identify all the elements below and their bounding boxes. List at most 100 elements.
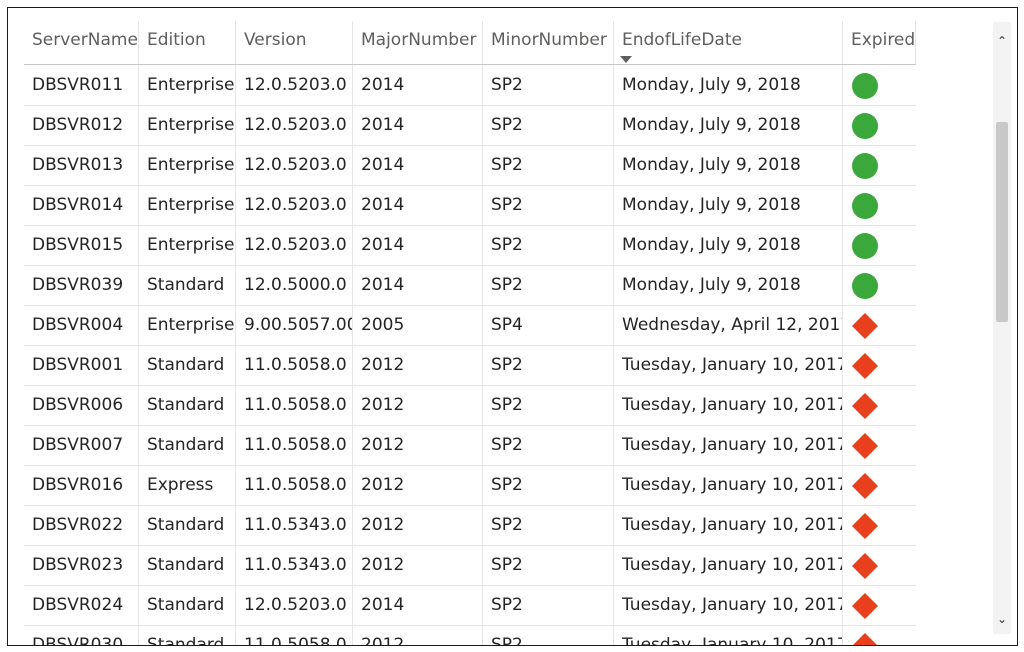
- cell-expired: [843, 265, 916, 305]
- cell-server: DBSVR015: [24, 225, 139, 265]
- cell-expired: [843, 225, 916, 265]
- table-row[interactable]: DBSVR006 Standard 11.0.5058.0 2012 SP2 Tuesda…: [24, 385, 916, 426]
- green-circle-icon: [852, 153, 878, 179]
- cell-version: 11.0.5343.0: [236, 545, 353, 585]
- table-row[interactable]: DBSVR013 Enterprise 12.0.5203.0 2014 SP2 Mond…: [24, 145, 916, 186]
- cell-server: DBSVR006: [24, 385, 139, 425]
- cell-server: DBSVR024: [24, 585, 139, 625]
- cell-major: 2005: [353, 305, 483, 345]
- green-circle-icon: [852, 273, 878, 299]
- chevron-down-icon[interactable]: ⌄: [996, 612, 1008, 626]
- cell-expired: [843, 385, 916, 425]
- cell-server: DBSVR039: [24, 265, 139, 305]
- cell-server: DBSVR016: [24, 465, 139, 505]
- cell-eol: Tuesday, January 10, 2017: [614, 345, 843, 385]
- cell-version: 11.0.5058.0: [236, 465, 353, 505]
- green-circle-icon: [852, 73, 878, 99]
- cell-minor: SP2: [483, 625, 614, 645]
- column-header[interactable]: Edition: [139, 21, 236, 64]
- column-header[interactable]: ServerName: [24, 21, 139, 64]
- cell-major: 2012: [353, 425, 483, 465]
- cell-server: DBSVR012: [24, 105, 139, 145]
- column-header[interactable]: MinorNumber: [483, 21, 614, 64]
- cell-version: 11.0.5058.0: [236, 345, 353, 385]
- cell-edition: Standard: [139, 585, 236, 625]
- cell-version: 12.0.5203.0: [236, 585, 353, 625]
- cell-version: 9.00.5057.00: [236, 305, 353, 345]
- table-row[interactable]: DBSVR012 Enterprise 12.0.5203.0 2014 SP2 Mond…: [24, 105, 916, 146]
- red-diamond-icon: [852, 313, 878, 339]
- cell-edition: Standard: [139, 265, 236, 305]
- cell-eol: Monday, July 9, 2018: [614, 185, 843, 225]
- table-row[interactable]: DBSVR039 Standard 12.0.5000.0 2014 SP2 Monday…: [24, 265, 916, 306]
- cell-version: 11.0.5058.0: [236, 425, 353, 465]
- cell-edition: Enterprise: [139, 185, 236, 225]
- table-row[interactable]: DBSVR014 Enterprise 12.0.5203.0 2014 SP2 Mond…: [24, 185, 916, 226]
- chevron-up-icon[interactable]: ⌃: [996, 34, 1008, 48]
- scroll-thumb[interactable]: [996, 122, 1008, 322]
- cell-eol: Monday, July 9, 2018: [614, 145, 843, 185]
- cell-major: 2014: [353, 65, 483, 105]
- cell-expired: [843, 185, 916, 225]
- cell-eol: Monday, July 9, 2018: [614, 105, 843, 145]
- cell-major: 2014: [353, 265, 483, 305]
- table-row[interactable]: DBSVR022 Standard 11.0.5343.0 2012 SP2 Tuesda…: [24, 505, 916, 546]
- cell-edition: Standard: [139, 505, 236, 545]
- cell-minor: SP2: [483, 385, 614, 425]
- cell-minor: SP2: [483, 545, 614, 585]
- cell-eol: Tuesday, January 10, 2017: [614, 505, 843, 545]
- table-row[interactable]: DBSVR001 Standard 11.0.5058.0 2012 SP2 Tuesda…: [24, 345, 916, 386]
- column-header[interactable]: MajorNumber: [353, 21, 483, 64]
- red-diamond-icon: [853, 633, 877, 645]
- cell-expired: [843, 65, 916, 105]
- table-row[interactable]: DBSVR004 Enterprise 9.00.5057.00 2005 SP4 Wed…: [24, 305, 916, 346]
- cell-expired: [843, 625, 916, 645]
- cell-server: DBSVR001: [24, 345, 139, 385]
- cell-expired: [843, 545, 916, 585]
- cell-eol: Tuesday, January 10, 2017: [614, 385, 843, 425]
- cell-major: 2014: [353, 105, 483, 145]
- table-row[interactable]: DBSVR024 Standard 12.0.5203.0 2014 SP2 Tuesda…: [24, 585, 916, 626]
- green-circle-icon: [852, 193, 878, 219]
- cell-major: 2014: [353, 225, 483, 265]
- cell-minor: SP2: [483, 585, 614, 625]
- table-row[interactable]: DBSVR023 Standard 11.0.5343.0 2012 SP2 Tuesda…: [24, 545, 916, 586]
- cell-major: 2014: [353, 585, 483, 625]
- cell-server: DBSVR022: [24, 505, 139, 545]
- column-header[interactable]: EndofLifeDate: [614, 21, 843, 64]
- cell-minor: SP2: [483, 505, 614, 545]
- cell-edition: Enterprise: [139, 65, 236, 105]
- cell-major: 2012: [353, 465, 483, 505]
- cell-major: 2012: [353, 385, 483, 425]
- red-diamond-icon: [852, 473, 878, 499]
- table-row[interactable]: DBSVR030 Standard 11.0.5058.0 2012 SP2 Tuesda…: [24, 625, 916, 645]
- table-row[interactable]: DBSVR016 Express 11.0.5058.0 2012 SP2 Tuesday…: [24, 465, 916, 506]
- table-row[interactable]: DBSVR007 Standard 11.0.5058.0 2012 SP2 Tuesda…: [24, 425, 916, 466]
- cell-server: DBSVR013: [24, 145, 139, 185]
- cell-eol: Tuesday, January 10, 2017: [614, 425, 843, 465]
- cell-version: 11.0.5343.0: [236, 505, 353, 545]
- cell-eol: Tuesday, January 10, 2017: [614, 465, 843, 505]
- cell-edition: Standard: [139, 385, 236, 425]
- sort-descending-icon: [620, 56, 632, 63]
- cell-server: DBSVR023: [24, 545, 139, 585]
- table-row[interactable]: DBSVR011 Enterprise 12.0.5203.0 2014 SP2 Mond…: [24, 65, 916, 106]
- cell-major: 2012: [353, 505, 483, 545]
- cell-version: 12.0.5203.0: [236, 105, 353, 145]
- column-header[interactable]: Expired: [843, 21, 916, 64]
- cell-expired: [843, 345, 916, 385]
- cell-minor: SP2: [483, 105, 614, 145]
- cell-version: 11.0.5058.0: [236, 625, 353, 645]
- cell-version: 12.0.5203.0: [236, 185, 353, 225]
- cell-eol: Tuesday, January 10, 2017: [614, 625, 843, 645]
- cell-minor: SP2: [483, 145, 614, 185]
- cell-edition: Enterprise: [139, 105, 236, 145]
- cell-eol: Tuesday, January 10, 2017: [614, 585, 843, 625]
- cell-expired: [843, 105, 916, 145]
- column-header[interactable]: Version: [236, 21, 353, 64]
- cell-edition: Standard: [139, 425, 236, 465]
- vertical-scrollbar[interactable]: ⌃ ⌄: [993, 22, 1011, 634]
- table-row[interactable]: DBSVR015 Enterprise 12.0.5203.0 2014 SP2 Mond…: [24, 225, 916, 266]
- cell-eol: Monday, July 9, 2018: [614, 265, 843, 305]
- cell-server: DBSVR011: [24, 65, 139, 105]
